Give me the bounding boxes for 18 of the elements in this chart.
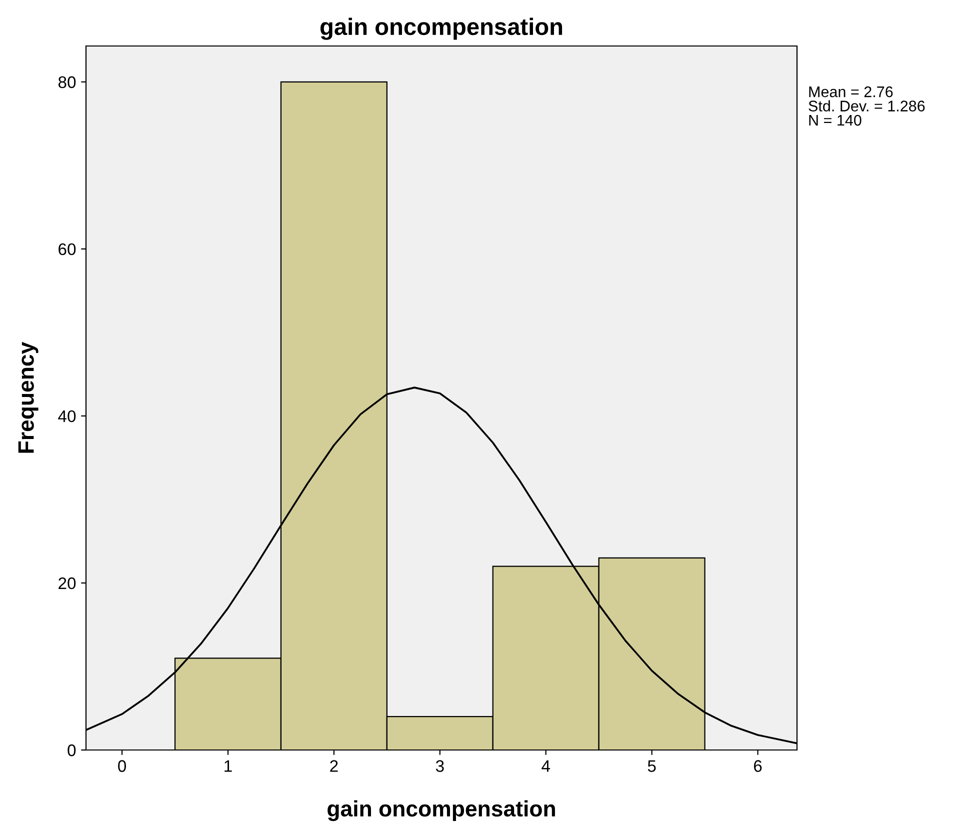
x-tick-label: 5 xyxy=(648,760,656,772)
x-tick-label: 0 xyxy=(118,760,126,772)
text: Std. Dev. = 1.286 xyxy=(808,100,925,112)
y-tick-label: 40 xyxy=(58,410,76,422)
y-tick-label: 20 xyxy=(58,577,76,590)
text: N = 140 xyxy=(809,114,862,126)
chart-title: gain oncompensation xyxy=(320,18,562,40)
y-tick-label: 0 xyxy=(68,744,76,756)
x-tick-label: 6 xyxy=(754,760,762,772)
x-tick-label: 1 xyxy=(224,760,232,772)
x-tick-label: 3 xyxy=(436,760,444,772)
y-tick-label: 80 xyxy=(58,76,76,88)
y-tick-label: 60 xyxy=(58,243,76,256)
y-axis-title: Frequency xyxy=(18,342,38,453)
x-tick-label: 4 xyxy=(542,760,550,772)
x-tick-label: 2 xyxy=(330,760,338,772)
x-axis-title: gain oncompensation xyxy=(328,800,555,822)
text: Mean = 2.76 xyxy=(809,86,893,98)
